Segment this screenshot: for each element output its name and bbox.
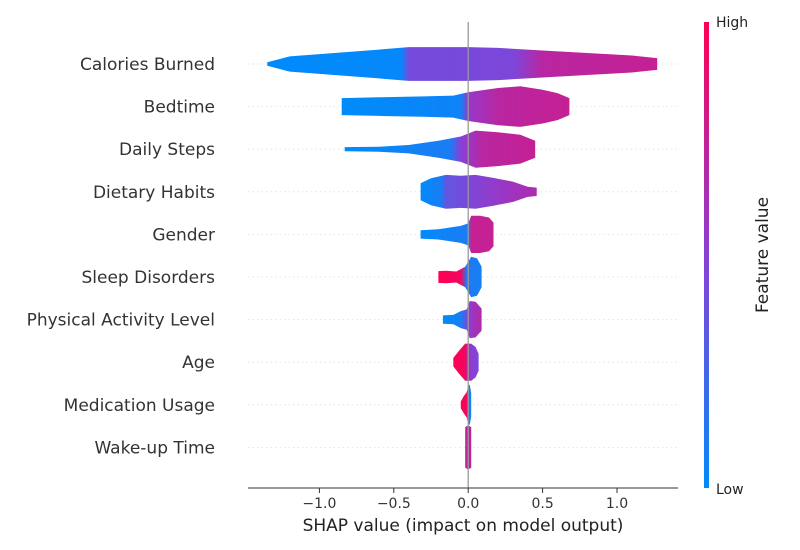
feature-label: Sleep Disorders <box>82 268 216 288</box>
feature-label: Calories Burned <box>80 55 215 75</box>
colorbar-title: Feature value <box>753 197 773 313</box>
violin-gender <box>420 215 494 253</box>
row-gridlines <box>248 63 678 448</box>
violin-age <box>453 343 479 381</box>
feature-label: Bedtime <box>144 98 215 118</box>
violin-physical-activity-level <box>442 301 482 339</box>
violin-calories-burned <box>267 47 658 81</box>
x-tick-label: −0.5 <box>377 496 411 512</box>
feature-label: Wake-up Time <box>94 438 215 458</box>
violin-sleep-disorders <box>438 256 482 298</box>
x-axis-ticks: −1.0 −0.5 0.0 0.5 1.0 <box>302 488 628 512</box>
violin-dietary-habits <box>420 174 537 209</box>
x-axis-label: SHAP value (impact on model output) <box>303 516 624 536</box>
violin-daily-steps <box>344 130 536 168</box>
colorbar <box>704 22 709 488</box>
feature-label: Daily Steps <box>119 140 215 160</box>
violin-bedtime <box>341 86 570 127</box>
colorbar-high-label: High <box>716 15 748 31</box>
violin-series <box>267 47 658 470</box>
x-tick-label: 0.0 <box>457 496 479 512</box>
colorbar-low-label: Low <box>716 482 744 498</box>
feature-label: Dietary Habits <box>93 183 215 203</box>
feature-label: Age <box>182 353 215 373</box>
feature-label: Gender <box>152 225 215 245</box>
x-tick-label: −1.0 <box>302 496 336 512</box>
feature-label: Medication Usage <box>64 396 215 416</box>
feature-labels: Calories Burned Bedtime Daily Steps Dietary… <box>27 55 216 458</box>
violin-medication-usage <box>460 384 472 426</box>
x-tick-label: 0.5 <box>531 496 553 512</box>
feature-label: Physical Activity Level <box>27 311 215 331</box>
x-tick-label: 1.0 <box>606 496 628 512</box>
